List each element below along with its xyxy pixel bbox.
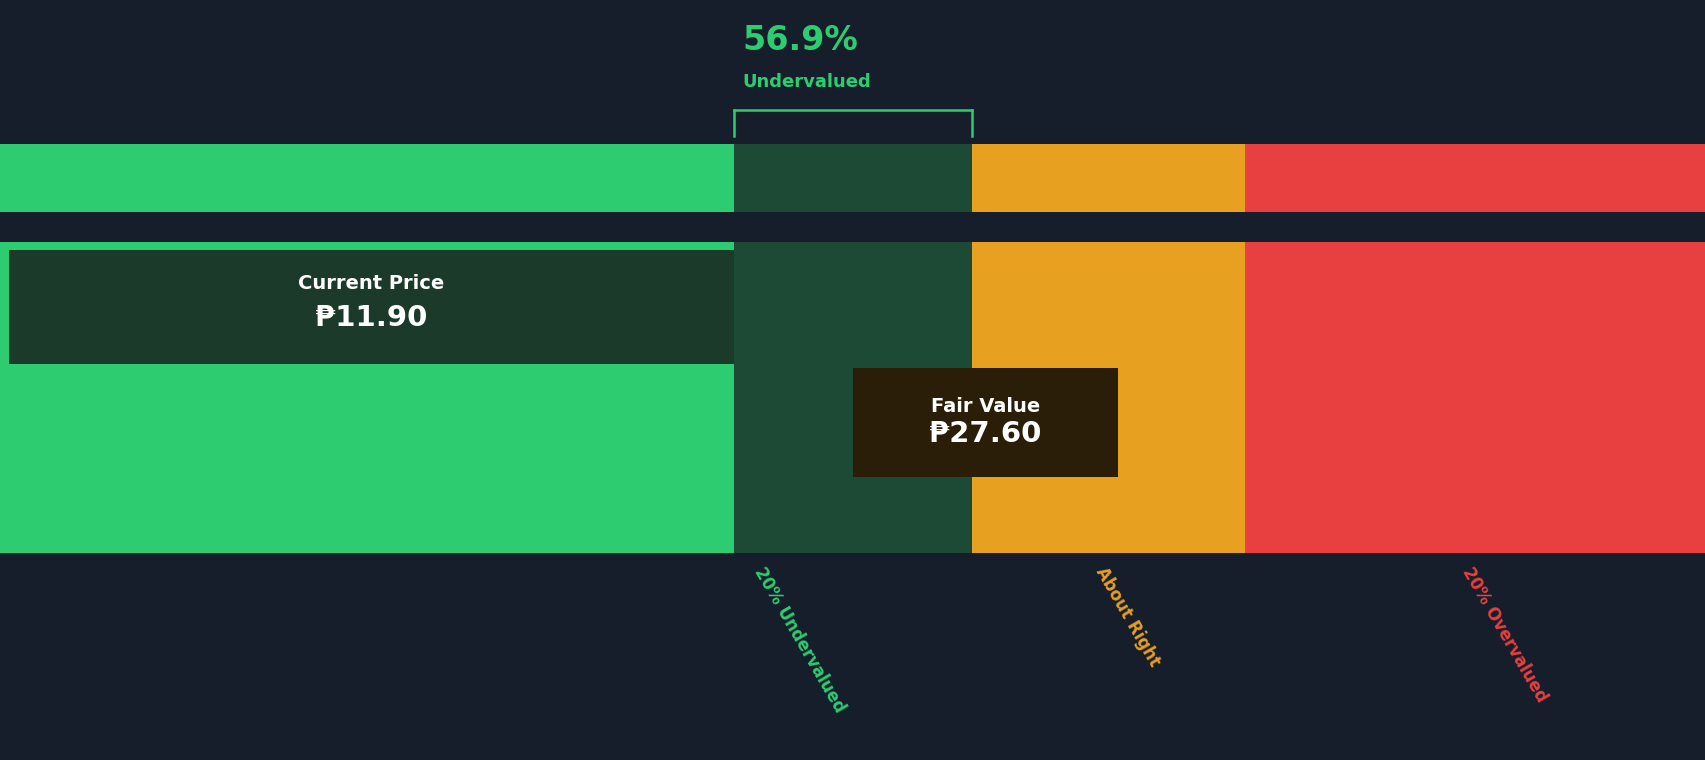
Text: 56.9%: 56.9%	[742, 24, 858, 57]
Bar	[1245, 242, 1705, 485]
Text: 20% Overvalued: 20% Overvalued	[1458, 564, 1550, 706]
Text: ₱11.90: ₱11.90	[315, 304, 426, 332]
Text: ₱27.60: ₱27.60	[929, 420, 1042, 448]
Text: 20% Undervalued: 20% Undervalued	[750, 564, 847, 716]
Bar	[733, 485, 972, 553]
Bar	[972, 144, 1245, 212]
Bar	[852, 369, 1117, 477]
Text: Fair Value: Fair Value	[931, 397, 1040, 416]
Bar	[0, 242, 733, 485]
Bar	[1245, 485, 1705, 553]
Bar	[972, 242, 1245, 485]
Text: Current Price: Current Price	[298, 274, 443, 293]
Bar	[0, 144, 733, 212]
Bar	[1245, 144, 1705, 212]
Text: Undervalued: Undervalued	[742, 73, 870, 91]
Bar	[9, 249, 733, 363]
Bar	[0, 485, 733, 553]
Bar	[972, 485, 1245, 553]
Bar	[733, 242, 972, 485]
Bar	[733, 144, 972, 212]
Text: About Right: About Right	[1091, 564, 1163, 670]
